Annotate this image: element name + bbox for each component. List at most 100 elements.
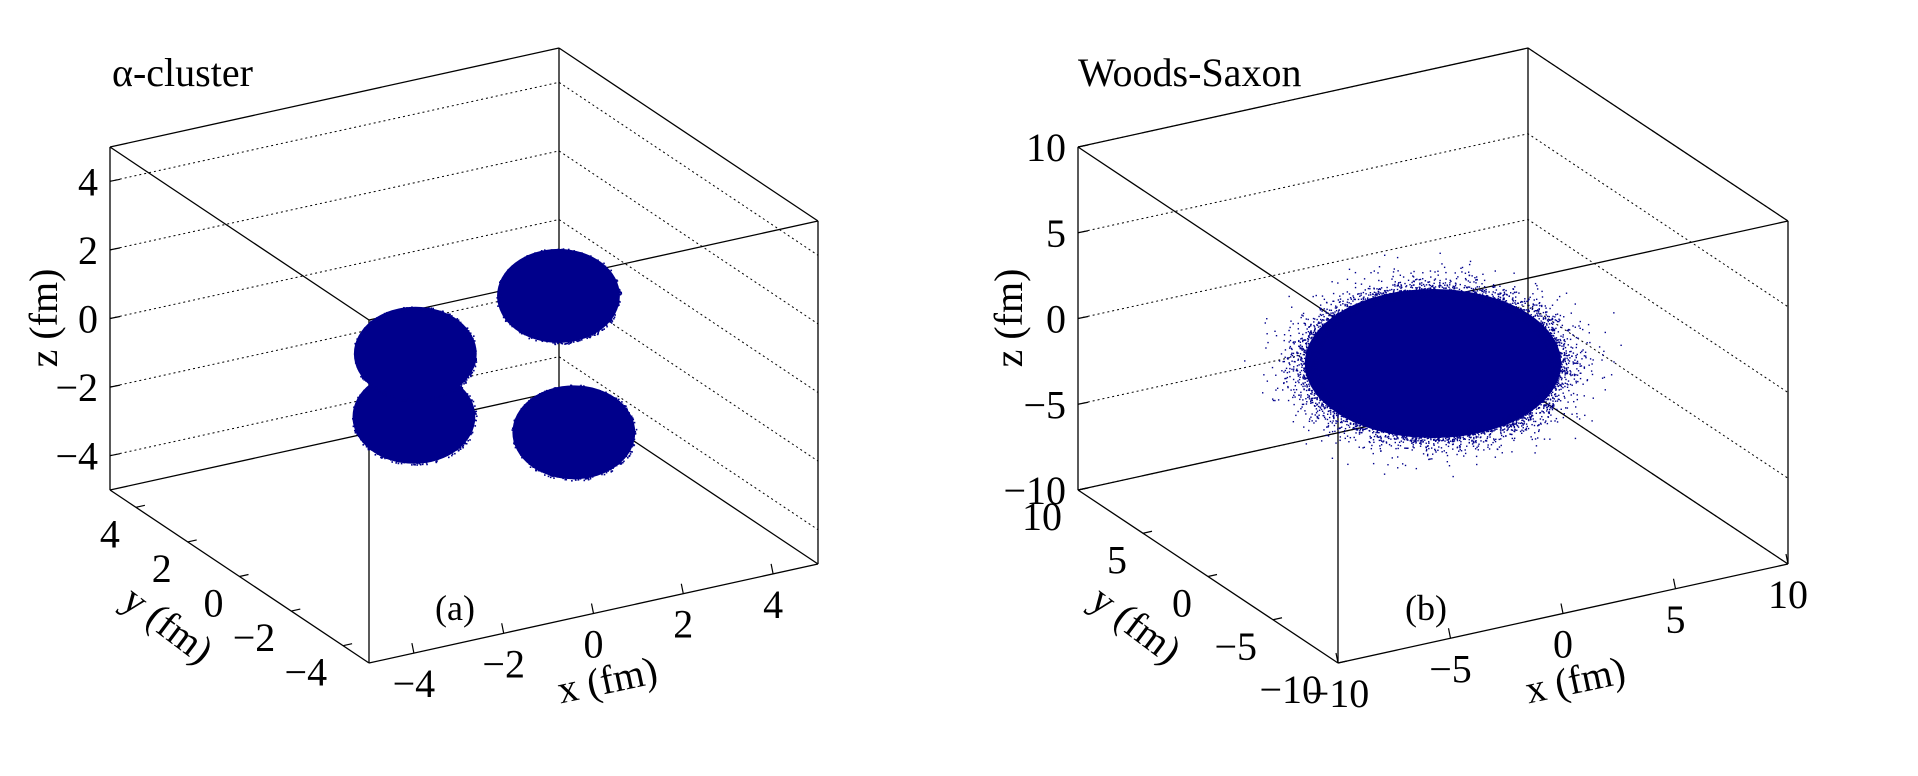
cluster-point xyxy=(394,459,397,462)
nucleon-point xyxy=(1396,436,1398,438)
nucleon-point xyxy=(1314,331,1317,334)
nucleon-point xyxy=(1481,298,1484,301)
nucleon-point xyxy=(1382,431,1385,434)
cluster-point xyxy=(532,254,535,257)
nucleon-point xyxy=(1562,360,1565,362)
cluster-point xyxy=(455,387,458,390)
nucleon-point xyxy=(1334,319,1337,321)
nucleon-point xyxy=(1450,432,1452,435)
nucleon-point xyxy=(1402,430,1404,433)
cluster-point xyxy=(431,399,434,401)
nucleon-point xyxy=(1348,306,1351,308)
nucleon-point xyxy=(1519,318,1521,321)
nucleon-point xyxy=(1610,374,1613,376)
cluster-point xyxy=(556,249,558,252)
nucleon-point xyxy=(1299,341,1302,343)
nucleon-point xyxy=(1604,331,1606,334)
cluster-point xyxy=(549,250,551,253)
nucleon-point xyxy=(1525,414,1527,417)
nucleon-point xyxy=(1303,369,1305,372)
cluster-point xyxy=(434,398,436,400)
cluster-point xyxy=(369,387,371,390)
nucleon-point xyxy=(1370,272,1372,274)
nucleon-point xyxy=(1332,411,1334,413)
nucleon-point xyxy=(1548,349,1550,352)
nucleon-point xyxy=(1483,432,1486,434)
nucleon-point xyxy=(1538,393,1540,395)
cluster-point xyxy=(476,415,478,418)
nucleon-point xyxy=(1551,391,1554,393)
nucleon-point xyxy=(1539,327,1541,330)
nucleon-point xyxy=(1565,292,1568,294)
cluster-point xyxy=(597,332,599,335)
nucleon-point xyxy=(1501,300,1504,303)
cluster-point xyxy=(570,340,573,343)
nucleon-point xyxy=(1545,331,1548,333)
nucleon-point xyxy=(1413,439,1415,442)
cluster-point xyxy=(408,309,411,312)
nucleon-point xyxy=(1536,284,1538,287)
nucleon-point xyxy=(1530,416,1532,418)
nucleon-point xyxy=(1448,438,1451,440)
cluster-point xyxy=(383,393,386,396)
nucleon-point xyxy=(1467,295,1469,297)
nucleon-point xyxy=(1549,336,1551,339)
nucleon-point xyxy=(1407,431,1410,434)
nucleon-point xyxy=(1525,429,1528,431)
nucleon-point xyxy=(1568,360,1571,362)
nucleon-point xyxy=(1344,420,1346,423)
nucleon-point xyxy=(1544,340,1547,342)
nucleon-point xyxy=(1553,376,1555,379)
nucleon-point xyxy=(1429,289,1431,291)
nucleon-point xyxy=(1442,293,1445,295)
nucleon-point xyxy=(1394,438,1396,440)
nucleon-point xyxy=(1543,339,1546,342)
nucleon-point xyxy=(1561,382,1563,385)
nucleon-point xyxy=(1554,363,1556,365)
nucleon-point xyxy=(1491,430,1494,432)
cluster-point xyxy=(413,463,415,466)
nucleon-point xyxy=(1552,360,1554,362)
cluster-point xyxy=(411,306,413,309)
nucleon-point xyxy=(1466,290,1469,293)
nucleon-point xyxy=(1500,292,1502,295)
cluster-point xyxy=(370,320,372,323)
nucleon-point xyxy=(1421,435,1423,438)
nucleon-point xyxy=(1555,361,1558,364)
nucleon-point xyxy=(1312,356,1314,358)
cluster-point xyxy=(524,256,526,259)
nucleon-point xyxy=(1495,420,1497,422)
nucleon-point xyxy=(1308,347,1310,349)
nucleon-point xyxy=(1359,424,1361,427)
nucleon-point xyxy=(1501,422,1503,424)
nucleon-point xyxy=(1311,352,1313,354)
nucleon-point xyxy=(1329,407,1331,409)
nucleon-point xyxy=(1283,371,1285,373)
z-tick xyxy=(109,453,121,457)
cluster-point xyxy=(454,452,456,455)
nucleon-point xyxy=(1309,418,1311,420)
nucleon-point xyxy=(1334,408,1337,410)
nucleon-point xyxy=(1488,304,1491,306)
nucleon-point xyxy=(1469,290,1472,292)
cluster-point xyxy=(540,469,542,472)
cluster-point xyxy=(400,309,402,311)
cluster-point xyxy=(608,272,610,274)
cluster-point xyxy=(423,399,426,401)
z-tick-label: 4 xyxy=(78,159,98,204)
nucleon-point xyxy=(1354,439,1357,441)
cluster-point xyxy=(562,248,565,250)
nucleon-point xyxy=(1308,357,1311,360)
nucleon-point xyxy=(1310,346,1312,348)
nucleon-point xyxy=(1526,320,1529,322)
nucleon-point xyxy=(1338,404,1340,407)
nucleon-point xyxy=(1374,294,1377,296)
nucleon-point xyxy=(1559,314,1562,317)
nucleon-point xyxy=(1548,388,1551,390)
nucleon-point xyxy=(1495,438,1497,441)
nucleon-point xyxy=(1352,295,1354,297)
nucleon-point xyxy=(1329,330,1332,332)
cluster-point xyxy=(542,469,545,472)
nucleon-point xyxy=(1528,412,1530,415)
nucleon-point xyxy=(1494,426,1497,428)
